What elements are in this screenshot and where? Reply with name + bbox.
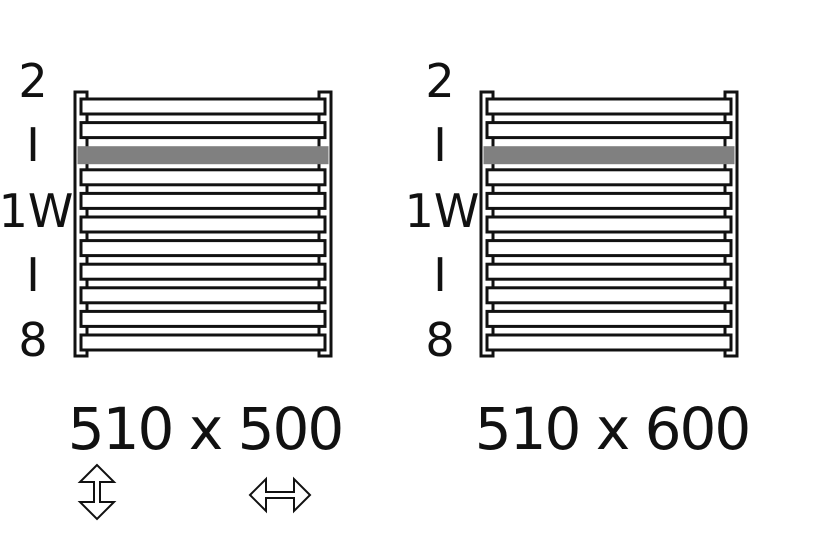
side-label-bottom: 8 xyxy=(18,313,47,367)
side-label-bottom: 8 xyxy=(425,313,454,367)
dimension-label: 510 x 500 xyxy=(68,395,343,463)
horizontal-double-arrow-icon xyxy=(248,476,312,514)
radiator-bar xyxy=(485,286,733,305)
radiator-bar xyxy=(79,239,327,258)
radiator-bar xyxy=(79,97,327,116)
radiator-bar xyxy=(79,333,327,352)
side-label-sep-2: I xyxy=(26,248,40,302)
side-label-sep-1: I xyxy=(433,118,447,172)
radiator-bar xyxy=(485,309,733,328)
dimension-label: 510 x 600 xyxy=(475,395,750,463)
vertical-double-arrow-icon xyxy=(77,463,117,521)
radiator-bar xyxy=(485,262,733,281)
side-label-top: 2 xyxy=(18,54,47,108)
side-label-middle: 1W xyxy=(405,184,480,238)
radiator-bar xyxy=(485,168,733,187)
radiator-bar xyxy=(485,239,733,258)
radiator-bar xyxy=(79,191,327,210)
radiator-bar xyxy=(79,309,327,328)
side-label-top: 2 xyxy=(425,54,454,108)
radiator-bar xyxy=(485,97,733,116)
radiator-bar xyxy=(79,168,327,187)
side-label-middle: 1W xyxy=(0,184,73,238)
radiator-bar xyxy=(79,215,327,234)
radiator-bar xyxy=(485,191,733,210)
highlighted-bar xyxy=(483,146,735,165)
side-label-sep-1: I xyxy=(26,118,40,172)
radiator-body xyxy=(73,90,333,358)
radiator-body xyxy=(479,90,739,358)
highlighted-bar xyxy=(77,146,329,165)
radiator-bar xyxy=(79,286,327,305)
side-label-sep-2: I xyxy=(433,248,447,302)
radiator-bar xyxy=(79,262,327,281)
radiator-2: 2 I 1W I 8 510 x 600 xyxy=(405,54,752,463)
radiator-1: 2 I 1W I 8 510 x 500 xyxy=(0,54,344,463)
radiator-bar xyxy=(79,121,327,140)
radiator-bar xyxy=(485,121,733,140)
radiator-bar xyxy=(485,333,733,352)
radiator-bar xyxy=(485,215,733,234)
